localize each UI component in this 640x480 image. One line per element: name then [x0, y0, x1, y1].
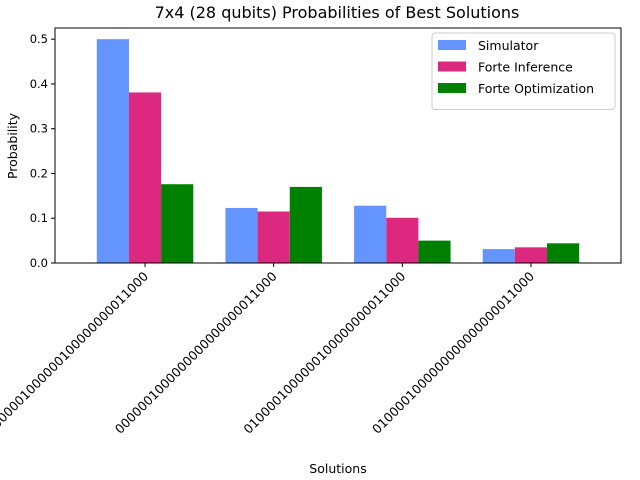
y-axis: 0.0 0.1 0.2 0.3 0.4 0.5 [30, 32, 55, 270]
legend-swatch [438, 40, 466, 50]
x-axis: 0000001000000100000000011000000000100000… [0, 263, 537, 437]
bar-forte-optimization-4 [547, 243, 580, 263]
legend-label: Simulator [478, 38, 539, 53]
bars-group [96, 39, 580, 263]
bar-forte-inference-2 [257, 211, 290, 263]
bar-forte-optimization-1 [161, 184, 194, 263]
plot-frame [54, 27, 622, 264]
legend-box [431, 32, 616, 110]
chart-title: 7x4 (28 qubits) Probabilities of Best So… [155, 3, 520, 22]
y-axis-label: Probability [5, 112, 20, 179]
bar-forte-inference-3 [386, 217, 419, 263]
y-tick-label: 0.2 [30, 166, 48, 180]
bar-forte-optimization-3 [418, 240, 451, 263]
y-tick-label: 0.4 [30, 77, 48, 91]
bar-simulator-2 [225, 207, 258, 263]
bar-forte-inference-4 [514, 247, 548, 263]
legend-swatch [438, 61, 466, 72]
legend: Simulator Forte Inference Forte Optimizati… [431, 32, 616, 110]
bar-forte-inference-1 [128, 92, 162, 263]
bar-forte-optimization-2 [289, 186, 322, 263]
legend-swatch [438, 83, 466, 93]
bar-simulator-4 [482, 249, 515, 263]
bar-simulator-3 [354, 205, 387, 263]
legend-label: Forte Inference [478, 60, 573, 75]
legend-label: Forte Optimization [478, 81, 594, 96]
x-axis-label: Solutions [309, 461, 366, 476]
y-tick-label: 0.0 [30, 256, 48, 270]
y-tick-label: 0.1 [30, 211, 48, 225]
bar-simulator-1 [96, 39, 129, 263]
y-tick-label: 0.3 [30, 122, 48, 136]
x-tick-label: 0100001000000000000000011000 [369, 268, 537, 436]
y-tick-label: 0.5 [30, 32, 48, 46]
